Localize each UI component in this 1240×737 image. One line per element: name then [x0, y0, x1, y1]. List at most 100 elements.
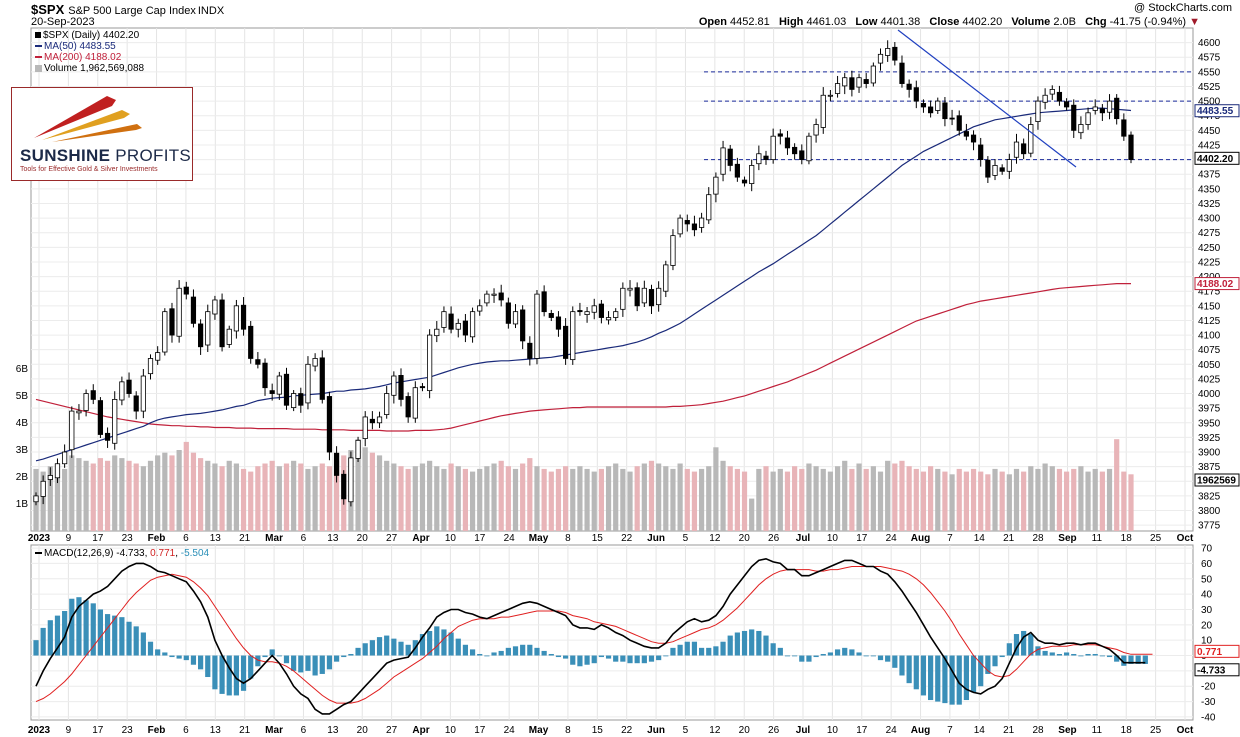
- volume-bar: [899, 460, 905, 531]
- volume-bar: [734, 468, 740, 531]
- candle-body: [1085, 112, 1091, 125]
- volume-bar: [183, 441, 189, 531]
- macd-value: -4.733: [116, 548, 145, 559]
- macd-histogram-bar: [427, 630, 433, 656]
- volume-bar: [920, 471, 927, 531]
- macd-histogram-bar: [1135, 655, 1141, 664]
- x-tick-label: 10: [445, 533, 457, 544]
- candle-body: [1028, 124, 1034, 154]
- volume-bar: [226, 460, 232, 531]
- candle-body: [104, 432, 111, 441]
- candle-body: [806, 135, 812, 162]
- x-tick-label: Apr: [412, 533, 429, 544]
- macd-x-tick-label: Apr: [412, 725, 429, 736]
- volume-tick-label: 6B: [16, 364, 29, 375]
- volume-last-tag: 1962569: [1197, 476, 1236, 487]
- candle-body: [949, 117, 955, 120]
- candle-body: [262, 362, 268, 389]
- macd-x-tick-label: 23: [122, 725, 134, 736]
- volume-bar: [441, 468, 447, 531]
- x-tick-label: 24: [504, 533, 516, 544]
- candle-swatch-icon: [35, 32, 41, 39]
- macd-histogram-bar: [591, 655, 597, 664]
- macd-histogram-bar: [691, 641, 698, 656]
- macd-histogram-bar: [269, 649, 275, 656]
- volume-bar: [849, 468, 855, 531]
- x-tick-label: 22: [621, 533, 633, 544]
- volume-bar: [527, 458, 533, 531]
- x-tick-label: 23: [122, 533, 134, 544]
- volume-bar: [885, 460, 891, 531]
- macd-histogram-bar: [570, 655, 576, 665]
- candle-body: [727, 148, 733, 166]
- volume-bar: [62, 468, 68, 531]
- candle-body: [226, 328, 232, 345]
- candle-body: [126, 379, 132, 394]
- macd-histogram-bar: [1142, 655, 1148, 664]
- volume-bar: [613, 463, 619, 531]
- candle-body: [849, 77, 855, 90]
- macd-histogram-bar: [434, 626, 440, 656]
- volume-bar: [512, 468, 519, 531]
- macd-histogram-bar: [620, 655, 626, 662]
- macd-histogram-bar: [784, 655, 791, 657]
- candle-body: [427, 334, 433, 392]
- macd-swatch-icon: [35, 552, 42, 555]
- macd-histogram-bar: [942, 655, 948, 704]
- volume-bar: [384, 460, 390, 531]
- volume-bar: [1021, 471, 1027, 531]
- volume-bar: [269, 460, 275, 531]
- volume-bar: [469, 471, 476, 531]
- candle-body: [133, 395, 139, 412]
- chart-title: $SPX S&P 500 Large Cap Index INDX: [31, 2, 224, 17]
- symbol: $SPX: [31, 2, 65, 17]
- candle-body: [1035, 100, 1041, 122]
- macd-histogram-bar: [498, 650, 504, 656]
- volume-bar: [283, 463, 290, 531]
- candle-body: [863, 79, 869, 84]
- volume-bar: [233, 463, 239, 531]
- volume-bar: [90, 463, 96, 531]
- chg-label: Chg: [1085, 16, 1107, 28]
- volume-bar: [1006, 474, 1012, 531]
- volume-bar: [1063, 471, 1070, 531]
- volume-bar: [978, 471, 984, 531]
- volume-bar: [706, 466, 712, 531]
- candle-body: [713, 176, 719, 195]
- volume-bar: [119, 458, 125, 531]
- logo-wordmark: SUNSHINE PROFITS: [20, 146, 191, 166]
- macd-histogram-bar: [462, 644, 469, 656]
- x-tick-label: 17: [856, 533, 868, 544]
- macd-histogram-bar: [978, 655, 984, 687]
- macd-legend: MACD(12,26,9) -4.733, 0.771, -5.504: [35, 548, 209, 559]
- x-tick-label: Jun: [647, 533, 665, 544]
- volume-bar: [877, 471, 884, 531]
- volume-bar: [892, 463, 898, 531]
- x-tick-label: Feb: [148, 533, 166, 544]
- macd-histogram-bar: [1114, 655, 1120, 662]
- candle-body: [291, 393, 297, 408]
- macd-tick-label: 70: [1201, 544, 1213, 555]
- candle-body: [298, 393, 304, 406]
- macd-histogram-bar: [877, 655, 884, 661]
- volume-bar: [913, 468, 919, 531]
- macd-tick-label: 20: [1201, 620, 1213, 631]
- macd-histogram-bar: [341, 655, 347, 658]
- ma50-line: [35, 107, 1132, 462]
- candle-body: [398, 375, 404, 400]
- volume-bar: [212, 463, 218, 531]
- x-tick-label: 15: [592, 533, 604, 544]
- volume-bar: [577, 466, 583, 531]
- macd-histogram-bar: [126, 621, 132, 656]
- ohlc-readout: Open 4452.81 High 4461.03 Low 4401.38 Cl…: [699, 16, 1200, 28]
- macd-histogram-bar: [648, 655, 655, 662]
- macd-histogram-bar: [133, 626, 139, 656]
- candle-body: [119, 381, 125, 401]
- volume-bar: [54, 463, 61, 531]
- volume-bar: [992, 468, 998, 531]
- macd-tick-label: -30: [1201, 697, 1216, 708]
- x-tick-label: 26: [768, 533, 780, 544]
- macd-histogram-bar: [233, 655, 239, 696]
- macd-tick-label: 10: [1201, 636, 1213, 647]
- candle-body: [1006, 159, 1012, 172]
